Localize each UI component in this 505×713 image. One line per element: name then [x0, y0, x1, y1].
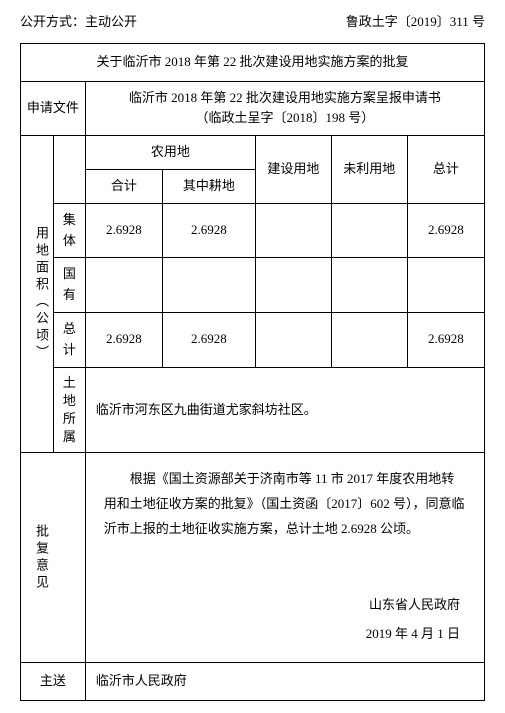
area-vlabel: 用地面积（公顷）	[25, 226, 49, 362]
collective-unused	[331, 203, 407, 258]
collective-agri-arable: 2.6928	[162, 203, 255, 258]
application-line1: 临沂市 2018 年第 22 批次建设用地实施方案呈报申请书	[90, 88, 480, 109]
col-agri-arable: 其中耕地	[162, 169, 255, 203]
collective-agri-total: 2.6928	[85, 203, 162, 258]
row-collective-label: 集体	[54, 203, 86, 258]
opinion-body: 根据《国土资源部关于济南市等 11 市 2017 年度农用地转用和土地征收方案的…	[104, 467, 466, 541]
opinion-cell: 根据《国土资源部关于济南市等 11 市 2017 年度农用地转用和土地征收方案的…	[85, 453, 484, 663]
col-agri: 农用地	[85, 136, 255, 170]
application-text: 临沂市 2018 年第 22 批次建设用地实施方案呈报申请书 （临政土呈字〔20…	[85, 81, 484, 136]
collective-total: 2.6928	[407, 203, 484, 258]
header-row: 公开方式：主动公开 鲁政土字〔2019〕311 号	[20, 12, 485, 33]
total-total: 2.6928	[407, 312, 484, 367]
title-cell: 关于临沂市 2018 年第 22 批次建设用地实施方案的批复	[21, 43, 485, 81]
total-agri-arable: 2.6928	[162, 312, 255, 367]
col-total: 总计	[407, 136, 484, 204]
state-construction	[255, 258, 331, 313]
main-table: 关于临沂市 2018 年第 22 批次建设用地实施方案的批复 申请文件 临沂市 …	[20, 43, 485, 701]
application-line2: （临政土呈字〔2018〕198 号）	[90, 108, 480, 129]
disclosure-value: 主动公开	[85, 14, 137, 29]
location-label-text: 土地所属	[63, 375, 76, 445]
area-section-label: 用地面积（公顷）	[21, 136, 54, 453]
row-state-label: 国有	[54, 258, 86, 313]
location-text: 临沂市河东区九曲街道尤家斜坊社区。	[85, 367, 484, 453]
opinion-signer: 山东省人民政府	[366, 591, 460, 620]
opinion-vlabel: 批复意见	[25, 524, 49, 592]
location-label: 土地所属	[54, 367, 86, 453]
state-total	[407, 258, 484, 313]
disclosure-label: 公开方式：	[20, 14, 85, 29]
collective-construction	[255, 203, 331, 258]
state-agri-total	[85, 258, 162, 313]
disclosure: 公开方式：主动公开	[20, 12, 137, 33]
opinion-date: 2019 年 4 月 1 日	[366, 620, 460, 649]
state-agri-arable	[162, 258, 255, 313]
opinion-label: 批复意见	[21, 453, 86, 663]
doc-number: 鲁政土字〔2019〕311 号	[346, 12, 485, 33]
cc-text: 临沂市人民政府	[85, 663, 484, 701]
blank-corner	[54, 136, 86, 204]
sign-block: 山东省人民政府 2019 年 4 月 1 日	[366, 591, 460, 648]
total-agri-total: 2.6928	[85, 312, 162, 367]
col-agri-total: 合计	[85, 169, 162, 203]
col-construction: 建设用地	[255, 136, 331, 204]
row-total-label: 总计	[54, 312, 86, 367]
col-unused: 未利用地	[331, 136, 407, 204]
application-label: 申请文件	[21, 81, 86, 136]
total-construction	[255, 312, 331, 367]
total-unused	[331, 312, 407, 367]
state-unused	[331, 258, 407, 313]
cc-label: 主送	[21, 663, 86, 701]
